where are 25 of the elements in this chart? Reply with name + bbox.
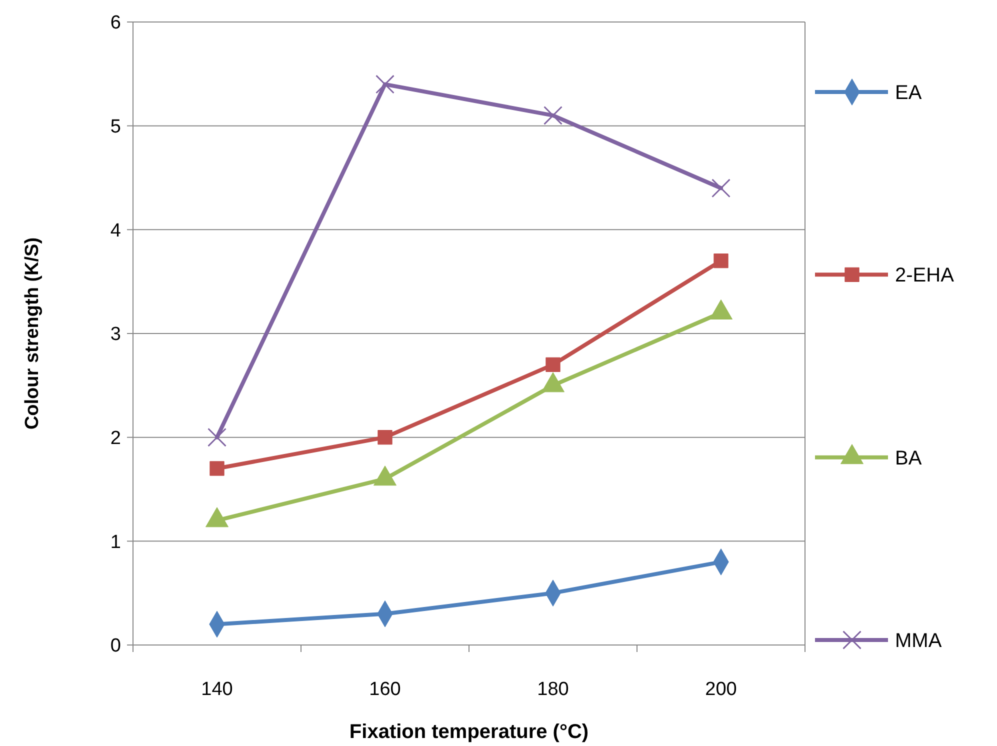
point	[376, 74, 394, 94]
y-tick-label: 5	[110, 116, 121, 138]
x-tick-label: 160	[369, 679, 401, 700]
x-tick-label: 180	[537, 679, 569, 700]
point	[378, 430, 392, 445]
legend-label: 2-EHA	[895, 264, 955, 287]
y-tick-label: 1	[110, 532, 121, 553]
y-tick-label: 3	[110, 324, 121, 346]
point	[546, 357, 560, 372]
point	[544, 106, 562, 125]
y-tick-label: 0	[110, 636, 121, 657]
legend-label: MMA	[895, 630, 942, 652]
y-tick-label: 6	[110, 12, 121, 34]
y-tick-label: 4	[110, 220, 122, 242]
point	[714, 253, 728, 268]
y-tick-label: 2	[110, 428, 121, 449]
legend-label: BA	[895, 447, 922, 470]
point	[712, 178, 730, 198]
x-tick-label: 200	[705, 679, 737, 700]
x-tick-label: 140	[201, 679, 233, 700]
point	[210, 461, 224, 476]
x-axis-title: Fixation temperature (°C)	[349, 721, 589, 743]
legend-label: EA	[895, 82, 922, 104]
point	[208, 428, 226, 447]
y-axis-title: Colour strength (K/S)	[22, 237, 43, 430]
